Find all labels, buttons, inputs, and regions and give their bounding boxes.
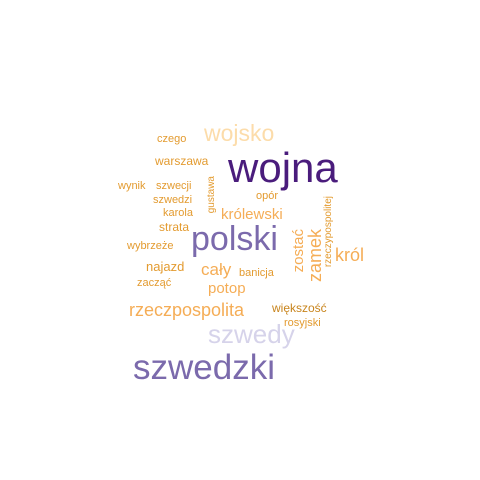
word-strata: strata (159, 220, 190, 234)
word-rzeczpospolita: rzeczpospolita (129, 300, 245, 320)
word-zaczac: zacząć (137, 277, 172, 289)
word-wojna: wojna (228, 144, 338, 191)
word-krolewski: królewski (221, 206, 283, 223)
word-wojsko: wojsko (204, 120, 275, 146)
word-krol: król (335, 245, 365, 265)
word-potop: potop (208, 280, 246, 297)
word-szwedzi: szwedzi (153, 194, 193, 206)
word-banicja: banicja (239, 267, 274, 279)
word-warszawa: warszawa (155, 154, 209, 168)
word-szwedzki: szwedzki (133, 348, 275, 387)
word-rzeczypospolitej: rzeczypospolitej (323, 196, 334, 268)
word-wybrzeze: wybrzeże (127, 240, 174, 252)
word-szwedy: szwedy (208, 319, 295, 349)
word-caly: cały (201, 260, 232, 279)
word-polski: polski (191, 220, 278, 258)
word-zamek: zamek (305, 229, 325, 283)
word-wynik: wynik (118, 180, 146, 192)
word-rosyjski: rosyjski (284, 317, 321, 329)
word-zostac: zostać (290, 229, 307, 273)
word-opor: opór (256, 190, 279, 202)
word-wiekszosc: większość (272, 301, 327, 315)
word-karola: karola (163, 207, 193, 219)
word-gustawa: gustawa (206, 176, 217, 214)
word-najazd: najazd (146, 259, 185, 274)
word-szwecji: szwecji (156, 180, 192, 192)
word-czego: czego (157, 133, 187, 145)
